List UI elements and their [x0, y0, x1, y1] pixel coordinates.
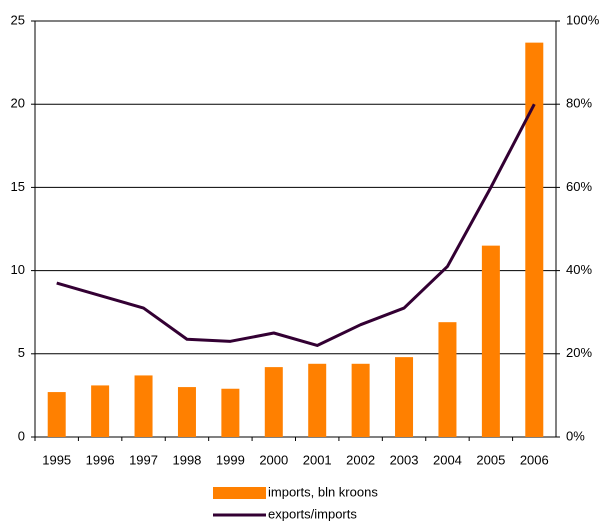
bar: [481, 245, 500, 437]
y2-tick-label: 80%: [566, 96, 592, 111]
legend-label: imports, bln kroons: [268, 484, 378, 499]
y-tick-label: 20: [11, 96, 25, 111]
x-tick-label: 1995: [42, 452, 71, 467]
x-tick-label: 1998: [172, 452, 201, 467]
y2-tick-label: 40%: [566, 262, 592, 277]
y2-tick-label: 60%: [566, 179, 592, 194]
bar: [177, 387, 196, 437]
x-tick-label: 1996: [86, 452, 115, 467]
x-tick-label: 1999: [216, 452, 245, 467]
bar: [438, 322, 457, 437]
x-tick-label: 2005: [476, 452, 505, 467]
bar: [134, 375, 153, 437]
y-tick-label: 5: [18, 345, 25, 360]
bar: [91, 385, 110, 437]
x-tick-label: 1997: [129, 452, 158, 467]
x-tick-label: 2002: [346, 452, 375, 467]
bar: [264, 367, 283, 437]
y-tick-label: 10: [11, 262, 25, 277]
y2-tick-label: 0%: [566, 428, 585, 443]
x-tick-label: 2003: [390, 452, 419, 467]
y-tick-label: 25: [11, 12, 25, 27]
x-tick-label: 2000: [259, 452, 288, 467]
bar: [221, 388, 240, 437]
y-tick-label: 0: [18, 428, 25, 443]
x-tick-label: 2001: [303, 452, 332, 467]
legend-label: exports/imports: [268, 506, 357, 521]
bar: [47, 392, 66, 437]
bar: [525, 42, 544, 438]
y2-tick-label: 20%: [566, 345, 592, 360]
bar: [308, 363, 327, 437]
line: [56, 103, 536, 347]
bar: [395, 357, 414, 437]
x-tick-label: 2006: [520, 452, 549, 467]
x-tick-label: 2004: [433, 452, 462, 467]
legend-swatch: [213, 487, 266, 499]
y-tick-label: 15: [11, 179, 25, 194]
y2-tick-label: 100%: [566, 12, 600, 27]
bar: [351, 363, 370, 437]
